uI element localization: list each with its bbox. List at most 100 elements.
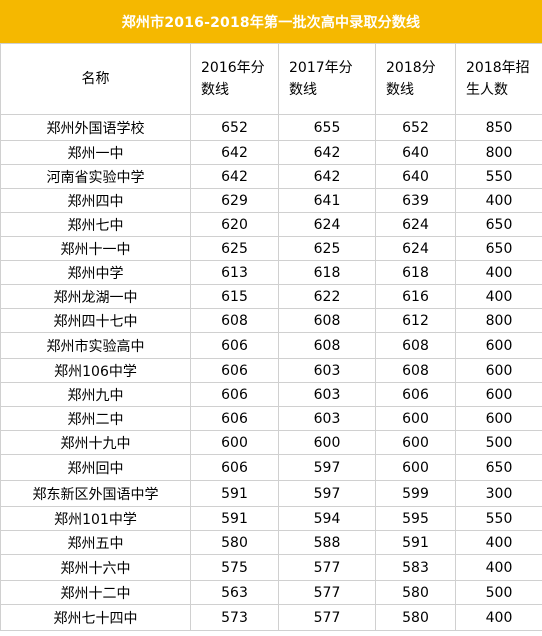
score-2018-cell: 600 <box>375 454 456 481</box>
table-row: 郑州九中 606 603 606 600 <box>0 382 542 407</box>
table-row: 郑州一中 642 642 640 800 <box>0 140 542 165</box>
score-2017-cell: 618 <box>278 260 376 285</box>
score-2017-cell: 642 <box>278 164 376 189</box>
table-row: 河南省实验中学 642 642 640 550 <box>0 164 542 189</box>
school-name-cell: 郑州回中 <box>0 454 191 481</box>
table-body: 郑州外国语学校 652 655 652 850 郑州一中 642 642 640 800 河南省实验… <box>0 114 542 631</box>
school-name-cell: 郑州中学 <box>0 260 191 285</box>
school-name-cell: 郑州十九中 <box>0 430 191 455</box>
header-name: 名称 <box>0 43 191 115</box>
score-2016-cell: 652 <box>190 114 279 141</box>
score-2017-cell: 655 <box>278 114 376 141</box>
score-2017-cell: 608 <box>278 308 376 333</box>
enrollment-2018-cell: 600 <box>455 358 542 383</box>
enrollment-2018-cell: 400 <box>455 604 542 631</box>
score-2018-cell: 639 <box>375 188 456 213</box>
table-row: 郑州十一中 625 625 624 650 <box>0 236 542 261</box>
school-name-cell: 郑东新区外国语中学 <box>0 480 191 507</box>
school-name-cell: 河南省实验中学 <box>0 164 191 189</box>
table-row: 郑州十九中 600 600 600 500 <box>0 430 542 455</box>
table-row: 郑州七中 620 624 624 650 <box>0 212 542 237</box>
score-2017-cell: 577 <box>278 580 376 605</box>
school-name-cell: 郑州106中学 <box>0 358 191 383</box>
score-2016-cell: 606 <box>190 406 279 431</box>
score-2017-cell: 603 <box>278 406 376 431</box>
score-2017-cell: 577 <box>278 554 376 581</box>
score-2018-cell: 580 <box>375 580 456 605</box>
enrollment-2018-cell: 550 <box>455 164 542 189</box>
school-name-cell: 郑州101中学 <box>0 506 191 531</box>
school-name-cell: 郑州四十七中 <box>0 308 191 333</box>
score-2018-cell: 624 <box>375 212 456 237</box>
enrollment-2018-cell: 400 <box>455 260 542 285</box>
enrollment-2018-cell: 600 <box>455 332 542 359</box>
score-2016-cell: 613 <box>190 260 279 285</box>
score-2016-cell: 615 <box>190 284 279 309</box>
header-row: 名称 2016年分数线 2017年分数线 2018分数线 2018年招生人数 <box>0 43 542 115</box>
score-2017-cell: 588 <box>278 530 376 555</box>
table-row: 郑东新区外国语中学 591 597 599 300 <box>0 480 542 507</box>
score-2016-cell: 620 <box>190 212 279 237</box>
score-2017-cell: 603 <box>278 382 376 407</box>
enrollment-2018-cell: 400 <box>455 284 542 309</box>
score-2017-cell: 597 <box>278 480 376 507</box>
enrollment-2018-cell: 650 <box>455 212 542 237</box>
header-2018-enrollment: 2018年招生人数 <box>455 43 542 115</box>
header-2018-score: 2018分数线 <box>375 43 456 115</box>
school-name-cell: 郑州一中 <box>0 140 191 165</box>
score-2017-cell: 641 <box>278 188 376 213</box>
enrollment-2018-cell: 600 <box>455 406 542 431</box>
enrollment-2018-cell: 800 <box>455 308 542 333</box>
score-2018-cell: 606 <box>375 382 456 407</box>
score-2017-cell: 600 <box>278 430 376 455</box>
enrollment-2018-cell: 500 <box>455 430 542 455</box>
score-2016-cell: 591 <box>190 506 279 531</box>
score-2018-cell: 591 <box>375 530 456 555</box>
score-2018-cell: 600 <box>375 430 456 455</box>
score-2016-cell: 606 <box>190 332 279 359</box>
score-2016-cell: 629 <box>190 188 279 213</box>
score-2016-cell: 580 <box>190 530 279 555</box>
table-row: 郑州外国语学校 652 655 652 850 <box>0 114 542 141</box>
table-row: 郑州101中学 591 594 595 550 <box>0 506 542 531</box>
score-2016-cell: 625 <box>190 236 279 261</box>
score-2016-cell: 606 <box>190 358 279 383</box>
score-2017-cell: 577 <box>278 604 376 631</box>
table-row: 郑州十二中 563 577 580 500 <box>0 580 542 605</box>
enrollment-2018-cell: 850 <box>455 114 542 141</box>
score-2018-cell: 583 <box>375 554 456 581</box>
enrollment-2018-cell: 600 <box>455 382 542 407</box>
title-bar: 郑州市2016-2018年第一批次高中录取分数线 <box>0 0 542 43</box>
table-row: 郑州四中 629 641 639 400 <box>0 188 542 213</box>
table-row: 郑州回中 606 597 600 650 <box>0 454 542 481</box>
enrollment-2018-cell: 400 <box>455 530 542 555</box>
school-name-cell: 郑州龙湖一中 <box>0 284 191 309</box>
score-2016-cell: 608 <box>190 308 279 333</box>
enrollment-2018-cell: 650 <box>455 236 542 261</box>
enrollment-2018-cell: 400 <box>455 188 542 213</box>
score-2017-cell: 608 <box>278 332 376 359</box>
table-row: 郑州市实验高中 606 608 608 600 <box>0 332 542 359</box>
table-row: 郑州十六中 575 577 583 400 <box>0 554 542 581</box>
enrollment-2018-cell: 550 <box>455 506 542 531</box>
score-2018-cell: 595 <box>375 506 456 531</box>
score-2018-cell: 616 <box>375 284 456 309</box>
table-row: 郑州二中 606 603 600 600 <box>0 406 542 431</box>
score-2018-cell: 652 <box>375 114 456 141</box>
table-row: 郑州七十四中 573 577 580 400 <box>0 604 542 631</box>
score-2018-cell: 618 <box>375 260 456 285</box>
table-title: 郑州市2016-2018年第一批次高中录取分数线 <box>121 14 421 31</box>
school-name-cell: 郑州二中 <box>0 406 191 431</box>
enrollment-2018-cell: 400 <box>455 554 542 581</box>
school-name-cell: 郑州十一中 <box>0 236 191 261</box>
school-name-cell: 郑州十六中 <box>0 554 191 581</box>
score-2017-cell: 597 <box>278 454 376 481</box>
score-2017-cell: 642 <box>278 140 376 165</box>
score-2018-cell: 599 <box>375 480 456 507</box>
school-name-cell: 郑州四中 <box>0 188 191 213</box>
school-name-cell: 郑州七中 <box>0 212 191 237</box>
table-row: 郑州四十七中 608 608 612 800 <box>0 308 542 333</box>
score-2016-cell: 600 <box>190 430 279 455</box>
score-2017-cell: 603 <box>278 358 376 383</box>
